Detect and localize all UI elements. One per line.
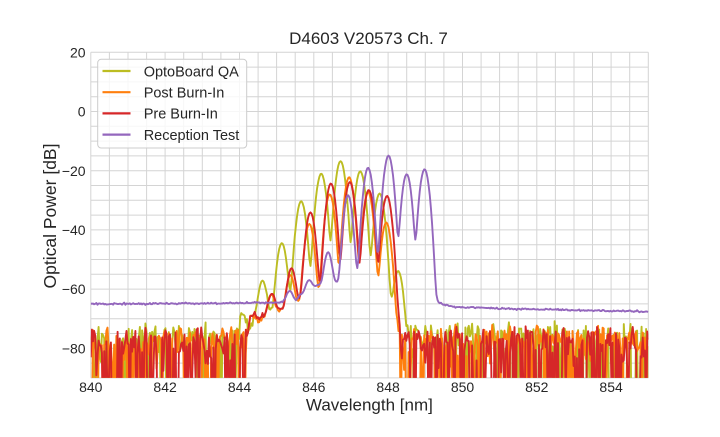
svg-text:846: 846	[302, 379, 326, 395]
svg-text:854: 854	[599, 379, 623, 395]
svg-text:−60: −60	[62, 281, 86, 297]
svg-text:Pre Burn-In: Pre Burn-In	[144, 107, 218, 123]
svg-text:848: 848	[376, 379, 400, 395]
svg-text:Post Burn-In: Post Burn-In	[144, 86, 225, 102]
svg-text:0: 0	[78, 104, 86, 120]
svg-text:852: 852	[525, 379, 549, 395]
svg-text:842: 842	[153, 379, 177, 395]
svg-text:840: 840	[79, 379, 103, 395]
svg-text:844: 844	[228, 379, 252, 395]
svg-text:Wavelength [nm]: Wavelength [nm]	[306, 396, 433, 415]
svg-text:Reception Test: Reception Test	[144, 128, 240, 144]
svg-text:850: 850	[451, 379, 475, 395]
svg-text:−20: −20	[62, 163, 86, 179]
svg-text:OptoBoard QA: OptoBoard QA	[144, 64, 239, 80]
svg-text:−80: −80	[62, 340, 86, 356]
svg-text:20: 20	[70, 44, 86, 60]
svg-text:Optical Power [dB]: Optical Power [dB]	[40, 144, 60, 289]
svg-text:−40: −40	[62, 222, 86, 238]
svg-text:D4603 V20573 Ch. 7: D4603 V20573 Ch. 7	[289, 29, 448, 48]
